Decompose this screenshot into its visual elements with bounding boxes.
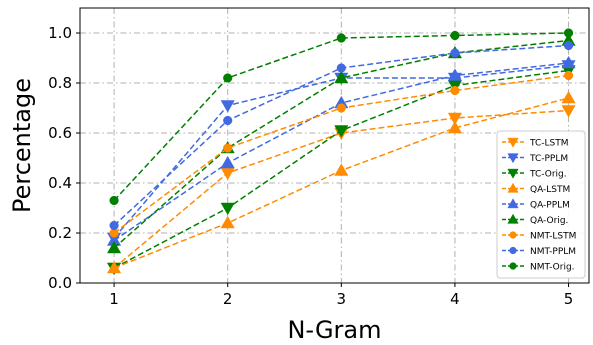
- x-axis-title: N-Gram: [287, 316, 381, 344]
- legend-item: NMT-Orig.: [502, 262, 575, 273]
- data-point: [563, 70, 574, 81]
- legend: TC-LSTM TC-PPLM TC-Orig. QA-LSTM QA-PPLM QA-O…: [496, 130, 586, 279]
- data-point: [220, 202, 235, 216]
- series-group: [107, 28, 576, 276]
- legend-item: TC-Orig.: [502, 168, 567, 180]
- data-point: [109, 195, 119, 206]
- legend-label: TC-Orig.: [529, 170, 567, 180]
- legend-label: NMT-Orig.: [530, 263, 575, 273]
- data-point: [561, 90, 576, 104]
- series-nmt-pplm: [109, 40, 574, 231]
- y-tick-label: 0.0: [48, 274, 72, 292]
- y-axis-title: Percentage: [8, 78, 36, 213]
- legend-item: QA-PPLM: [502, 198, 570, 211]
- data-point: [447, 120, 463, 134]
- y-tick-label: 0.4: [48, 174, 72, 192]
- data-point: [107, 240, 122, 254]
- data-point: [220, 155, 235, 169]
- legend-label: TC-LSTM: [529, 139, 569, 149]
- legend-marker: [509, 262, 517, 270]
- data-point: [334, 163, 349, 176]
- legend-marker: [507, 153, 519, 164]
- legend-label: NMT-LSTM: [530, 232, 576, 242]
- legend-marker: [507, 137, 519, 148]
- axis-ticks: 1 2 3 4 5 0.0 0.2 0.4 0.6 0.8 1.0: [48, 24, 573, 308]
- legend-marker: [509, 231, 517, 239]
- data-point: [336, 103, 346, 113]
- legend-marker: [507, 213, 519, 224]
- data-point: [447, 112, 463, 126]
- data-point: [220, 100, 235, 113]
- data-point: [561, 105, 576, 118]
- data-point: [447, 68, 463, 81]
- series-qa-lstm: [107, 90, 576, 274]
- legend-label: QA-Orig.: [530, 216, 568, 226]
- data-point: [563, 28, 574, 38]
- y-tick-label: 0.6: [48, 124, 72, 142]
- legend-marker: [507, 182, 519, 193]
- data-point: [450, 30, 460, 41]
- x-tick-label: 4: [450, 290, 460, 308]
- data-point: [334, 125, 349, 138]
- data-point: [223, 73, 233, 83]
- legend-item: QA-LSTM: [502, 182, 570, 195]
- data-point: [450, 85, 460, 96]
- data-point: [563, 40, 574, 51]
- legend-item: NMT-LSTM: [502, 231, 576, 242]
- legend-item: QA-Orig.: [502, 213, 568, 226]
- data-point: [336, 33, 346, 43]
- legend-marker: [507, 168, 519, 179]
- legend-marker: [509, 246, 517, 255]
- data-point: [220, 167, 235, 181]
- y-tick-label: 0.8: [48, 74, 72, 92]
- legend-item: TC-PPLM: [502, 153, 568, 164]
- data-point: [450, 48, 460, 58]
- plot-frame: [79, 7, 590, 284]
- x-tick-label: 1: [109, 290, 119, 308]
- data-point: [561, 55, 576, 69]
- legend-item: NMT-PPLM: [502, 246, 576, 257]
- series-line: [113, 32, 569, 202]
- x-tick-label: 5: [564, 290, 574, 308]
- data-point: [334, 70, 349, 84]
- data-point: [220, 215, 235, 229]
- legend-label: QA-PPLM: [530, 201, 570, 211]
- data-point: [107, 260, 122, 274]
- series-nmt-lstm: [109, 70, 574, 238]
- x-tick-label: 3: [337, 290, 347, 308]
- legend-item: TC-LSTM: [502, 137, 569, 149]
- data-point: [109, 220, 119, 231]
- legend-label: TC-PPLM: [529, 154, 568, 164]
- data-point: [223, 115, 233, 126]
- legend-label: NMT-PPLM: [530, 247, 576, 257]
- x-tick-label: 2: [223, 290, 233, 308]
- legend-marker: [507, 198, 519, 209]
- data-point: [336, 63, 346, 73]
- data-point: [223, 143, 233, 153]
- legend-label: QA-LSTM: [530, 185, 570, 195]
- y-tick-label: 1.0: [48, 24, 72, 42]
- legend-box: [496, 130, 586, 279]
- series-nmt-orig: [109, 28, 574, 206]
- y-tick-label: 0.2: [48, 224, 72, 242]
